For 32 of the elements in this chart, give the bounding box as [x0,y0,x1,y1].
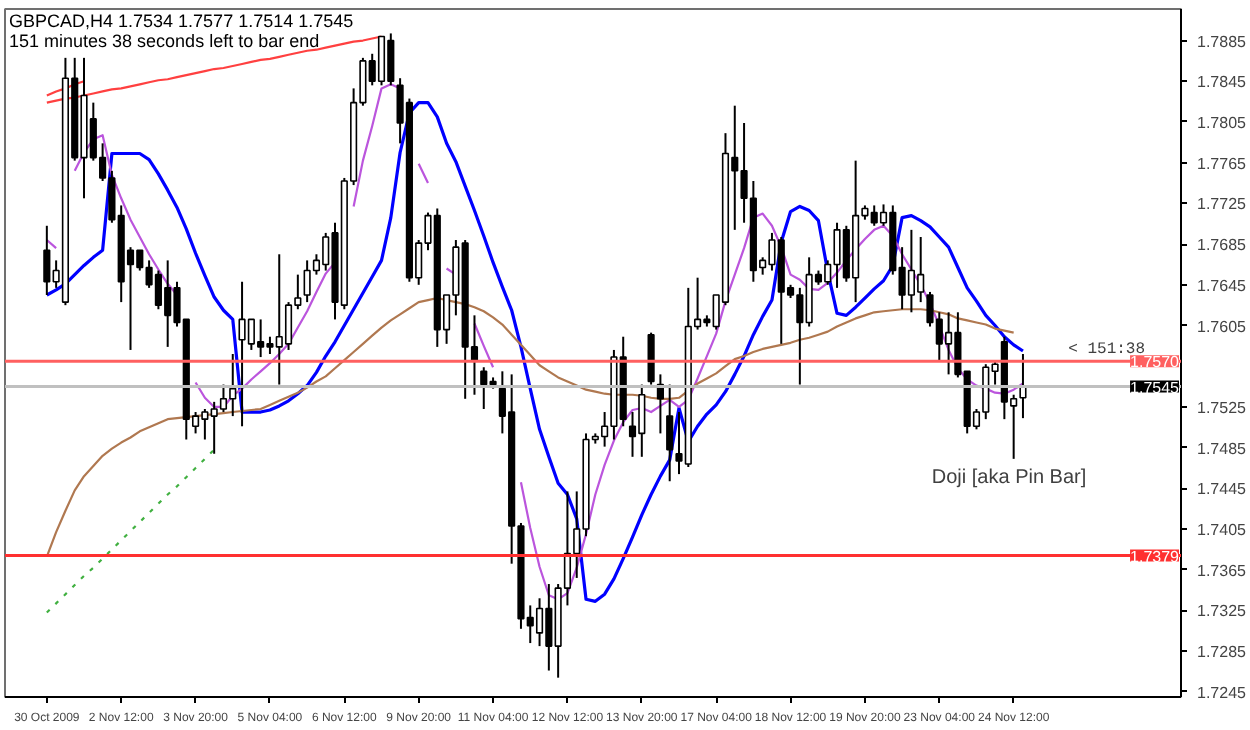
y-tick-label: 1.7845 [1197,73,1248,92]
candlestick [219,383,228,414]
annotation: Doji [aka Pin Bar] [931,466,1087,489]
y-tick-label: 1.7885 [1197,32,1248,51]
candlestick [647,331,655,386]
ref-line-label: 1.7545 [1130,378,1181,397]
y-tick-label: 1.7325 [1197,602,1248,621]
y-tick-label: 1.7245 [1197,683,1248,702]
y-tick-label: 1.7605 [1197,317,1248,336]
y-tick-label: 1.7405 [1197,521,1248,540]
ref-line-label: 1.7379 [1130,547,1181,566]
y-tick-label: 1.7445 [1197,480,1248,499]
ref-line-label: 1.7570 [1130,353,1181,372]
y-tick-label: 1.7805 [1197,113,1248,132]
y-tick-label: 1.7365 [1197,561,1248,580]
candlestick [377,35,386,87]
y-tick-label: 1.7765 [1197,154,1248,173]
chart-title: GBPCAD,H4 1.7534 1.7577 1.7514 1.7545 [9,11,354,31]
candlestick [284,301,293,351]
line-series [45,448,216,614]
text: 151 minutes 38 seconds left to bar end [9,31,320,51]
candlestick [666,383,674,483]
line-series [45,35,383,104]
line-series [45,80,86,97]
y-tick-label: 1.7485 [1197,439,1248,458]
y-tick-label: 1.7685 [1197,236,1248,255]
y-tick-label: 1.7725 [1197,195,1248,214]
line-series [45,296,1015,558]
y-tick-label: 1.7285 [1197,643,1248,662]
y-tick-label: 1.7645 [1197,276,1248,295]
y-tick-label: 1.7525 [1197,398,1248,417]
candlestick [535,597,544,648]
